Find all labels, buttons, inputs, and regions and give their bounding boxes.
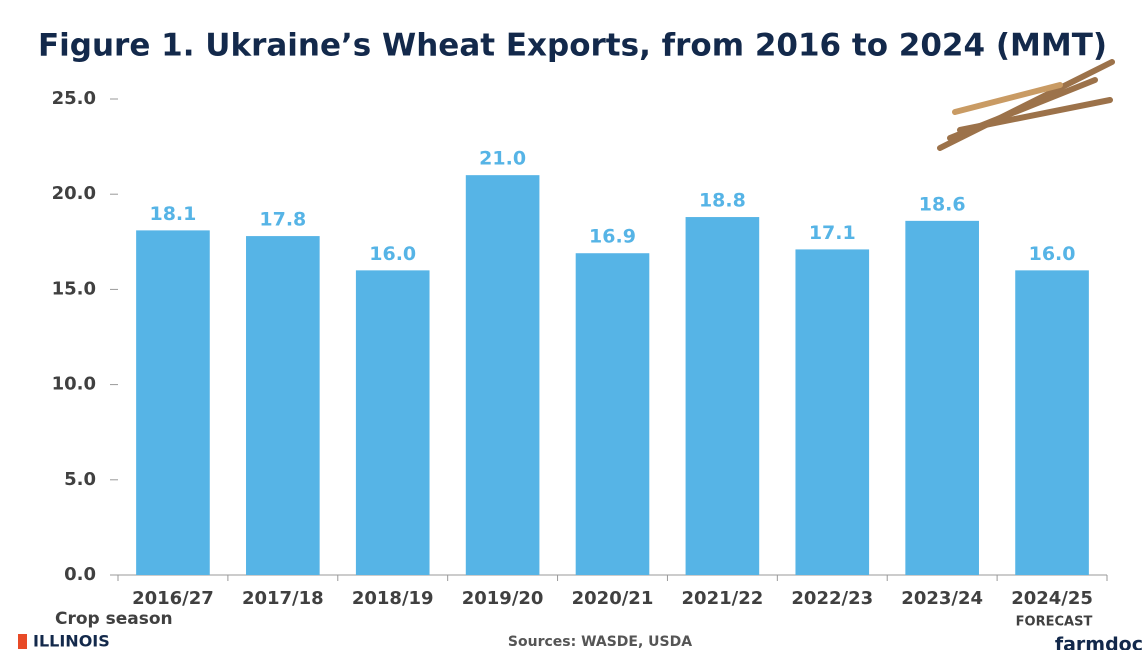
x-tick-label: 2018/19 <box>352 588 434 609</box>
y-tick-label: 15.0 <box>52 278 96 299</box>
value-label: 16.0 <box>369 243 416 265</box>
value-label: 17.8 <box>259 209 306 231</box>
bar <box>905 220 979 575</box>
x-axis-label: Crop season <box>55 609 173 629</box>
wheat-stalk <box>952 82 1063 115</box>
bar <box>795 249 870 575</box>
bar <box>575 253 650 575</box>
chart-title: Figure 1. Ukraine’s Wheat Exports, from … <box>38 28 1107 64</box>
forecast-note: FORECAST <box>1016 615 1093 630</box>
value-label: 18.8 <box>699 190 746 212</box>
y-tick-label: 0.0 <box>64 564 96 585</box>
wheat-stalk <box>957 97 1113 133</box>
value-label: 16.0 <box>1029 243 1076 265</box>
wheat-illustration <box>937 59 1115 151</box>
farmdoc-logo: farmdoc <box>1055 634 1143 650</box>
bar <box>1015 270 1089 575</box>
value-label: 18.6 <box>919 193 966 215</box>
value-label: 18.1 <box>149 203 196 225</box>
source-note: Sources: WASDE, USDA <box>508 634 692 650</box>
x-tick-label: 2022/23 <box>791 588 873 609</box>
y-tick-label: 20.0 <box>52 183 96 204</box>
y-tick-label: 10.0 <box>52 374 96 395</box>
x-tick-label: 2023/24 <box>901 588 983 609</box>
x-tick-label: 2016/27 <box>132 588 214 609</box>
value-label: 21.0 <box>479 148 526 170</box>
bar <box>465 175 540 575</box>
bar <box>355 270 430 575</box>
y-tick-label: 5.0 <box>64 469 96 490</box>
illinois-logo: ILLINOIS <box>33 632 110 650</box>
bar <box>136 230 210 575</box>
illinois-icon <box>18 634 27 649</box>
x-tick-label: 2020/21 <box>572 588 654 609</box>
x-tick-label: 2017/18 <box>242 588 324 609</box>
bar <box>246 236 320 575</box>
x-tick-label: 2021/22 <box>682 588 764 609</box>
value-label: 16.9 <box>589 226 636 248</box>
bar <box>685 217 760 575</box>
value-label: 17.1 <box>809 222 856 244</box>
y-tick-label: 25.0 <box>52 88 96 109</box>
x-tick-label: 2024/25 <box>1011 588 1093 609</box>
x-tick-label: 2019/20 <box>462 588 544 609</box>
